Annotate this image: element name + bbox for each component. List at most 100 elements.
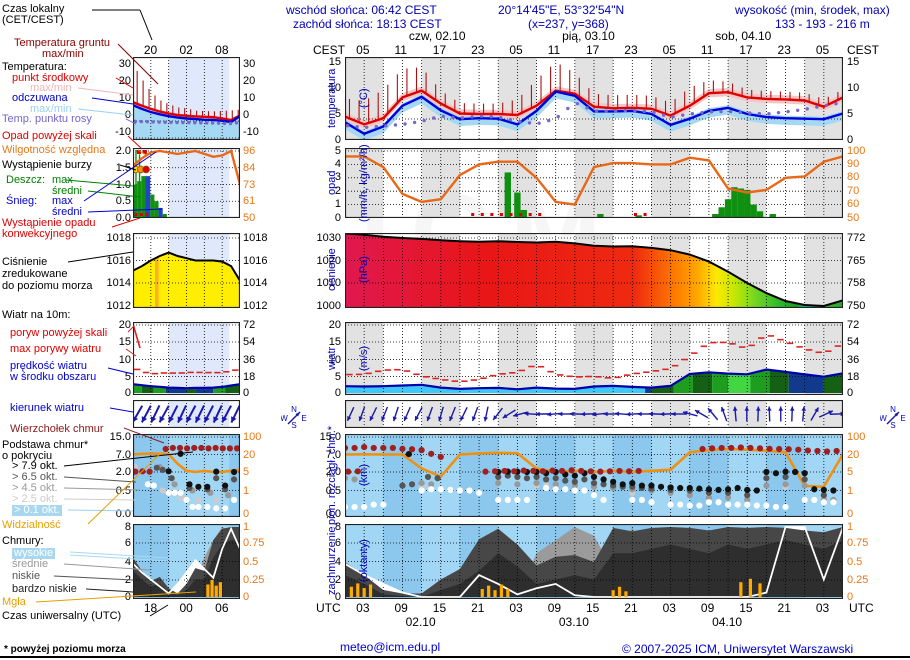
main-pres-tick-l: 1000 <box>316 299 341 312</box>
cest-tick: 05 <box>509 43 523 57</box>
mini-pressure-panel <box>133 233 240 308</box>
mini-wind-tick-l: 10 <box>118 353 131 366</box>
mini-cloud-extent-panel <box>133 434 240 517</box>
legend-okt01: > 0.1 okt. <box>12 504 62 516</box>
main-cloud-cover-panel <box>345 524 843 599</box>
day-label: sob, 04.10 <box>715 29 772 43</box>
mini-kmh-tick-r: 54 <box>243 336 256 348</box>
utc-tick: 03 <box>815 601 830 615</box>
legend-snieg: Śnieg: <box>6 195 38 207</box>
mini-temp-tick-r: -10 <box>243 126 259 138</box>
legend-predkosc2: w środku obszaru <box>10 371 97 383</box>
cest-tick: 11 <box>394 43 407 57</box>
legend-niskie: niskie <box>12 570 41 582</box>
legend-odczuwana: odczuwana <box>12 92 68 104</box>
cest-tick: 23 <box>471 43 485 57</box>
mini-hum-tick-r: 96 <box>243 145 256 157</box>
legend-czas-lokalny: Czas lokalny <box>2 3 65 15</box>
legend-okt65: > 6.5 okt. <box>12 471 58 483</box>
grid-point: (x=237, y=368) <box>528 17 609 31</box>
mini-wind-tick-l: 15 <box>118 336 131 348</box>
main-cloud-tick-l: 15.0 <box>319 431 341 443</box>
main-prec-tick-l: 1 <box>334 198 341 210</box>
main-temp-tick-l: 5 <box>334 108 341 120</box>
utc-tick: 09 <box>547 601 562 615</box>
frac-tick-r: 0 <box>847 591 854 603</box>
cest-tick: 17 <box>586 43 600 57</box>
mini-hum-tick-r: 50 <box>243 212 256 224</box>
utc-label-left: UTC <box>316 601 341 615</box>
svg-text:W: W <box>880 414 887 423</box>
legend-punkt-srodkowy: punkt środkowy <box>12 72 89 84</box>
coordinates: 20°14'45"E, 53°32'54"N <box>498 3 625 17</box>
utc-tick: 09 <box>700 601 715 615</box>
mini-vis-tick-r: 1 <box>243 484 250 497</box>
mini-pres-tick-l: 1018 <box>106 232 131 244</box>
cest-tick: 11 <box>547 43 561 57</box>
main-pres-tick-l: 1010 <box>316 277 341 289</box>
legend-burza: Wystąpienie burzy <box>2 159 92 171</box>
legend-temp-gruntu: Temperatura gruntu <box>14 37 110 49</box>
legend-opad-konw: Wystąpienie opadu <box>2 217 96 229</box>
mini-wind-tick-l: 5 <box>124 370 131 383</box>
main-cloud-tick-l: 7.0 <box>325 448 341 461</box>
frac-tick-r: 0.75 <box>847 537 869 549</box>
mini-pres-tick-l: 1014 <box>106 277 131 289</box>
legend-poryw-skala: poryw powyżej skali <box>10 327 108 339</box>
utc-tick: 03 <box>509 601 523 615</box>
sunrise-time: wschód słońca: 06:42 CEST <box>286 3 437 17</box>
legend-opad-powyzej: Opad powyżej skali <box>2 130 97 142</box>
legend-srednie: średnie <box>12 558 49 570</box>
hum-tick-r: 60 <box>847 198 860 210</box>
utc-tick: 03 <box>356 601 370 615</box>
legend-wierzcholek: Wierzchołek chmur <box>10 423 104 435</box>
kmh-tick-r: 18 <box>847 370 860 383</box>
main-prec-tick-l: 0 <box>334 212 341 224</box>
main-temp-tick-r: 5 <box>847 108 854 120</box>
svg-text:S: S <box>890 421 895 429</box>
mini-wind-tick-l: 20 <box>118 319 131 331</box>
mini-bottom-tick: 00 <box>179 601 193 615</box>
cest-tick: 11 <box>700 43 714 57</box>
mini-hum-tick-r: 73 <box>243 178 256 191</box>
mmhg-tick-r: 758 <box>847 277 866 289</box>
cest-tick: 23 <box>777 43 791 57</box>
main-wind-tick-l: 10 <box>328 353 341 366</box>
contact-email-link[interactable]: meteo@icm.edu.pl <box>340 640 441 654</box>
mini-frac-tick-r: 0.75 <box>243 537 265 549</box>
mini-cover-tick-l: 6 <box>124 537 131 549</box>
hum-tick-r: 90 <box>847 158 860 170</box>
main-wind-direction-panel <box>345 400 843 428</box>
mini-cover-tick-l: 4 <box>124 555 131 568</box>
mini-temp-tick-l: 30 <box>118 58 131 70</box>
cest-tick: 05 <box>356 43 370 57</box>
mini-cloud-tick-l: 0.5 <box>115 484 131 497</box>
mmhg-tick-r: 765 <box>847 254 866 267</box>
mini-temp-tick-l: 10 <box>118 92 131 104</box>
main-pres-tick-l: 1030 <box>316 232 341 244</box>
legend-kierunek: kierunek wiatru <box>10 402 84 414</box>
mmhg-tick-r: 772 <box>847 232 866 244</box>
vis-tick-r: 1 <box>847 484 854 497</box>
legend-deszcz: Deszcz: <box>6 174 46 186</box>
mini-top-tick: 08 <box>215 43 229 57</box>
mini-wind-panel <box>133 322 240 395</box>
legend-opad-konw2: konwekcyjnego <box>2 228 78 240</box>
altitude-label: wysokość (min, środek, max) <box>735 3 890 17</box>
svg-text:N: N <box>890 405 896 414</box>
cest-label-right: CEST <box>847 43 880 57</box>
utc-tick: 21 <box>777 601 791 615</box>
mini-cloud-tick-l: 7.0 <box>115 448 131 461</box>
mini-top-tick: 20 <box>143 43 158 57</box>
mini-bottom-tick: 06 <box>215 601 229 615</box>
mini-vis-tick-r: 5 <box>243 466 250 478</box>
frac-tick-r: 0.5 <box>847 555 863 568</box>
mini-hum-tick-r: 84 <box>243 162 256 174</box>
mini-precipitation-panel <box>133 148 240 218</box>
cest-tick: 17 <box>432 43 447 57</box>
day-label: czw, 02.10 <box>408 29 466 43</box>
main-temp-tick-r: 0 <box>847 134 854 146</box>
mini-frac-tick-r: 0.5 <box>243 555 259 568</box>
mini-pres-tick-l: 1012 <box>106 299 131 312</box>
